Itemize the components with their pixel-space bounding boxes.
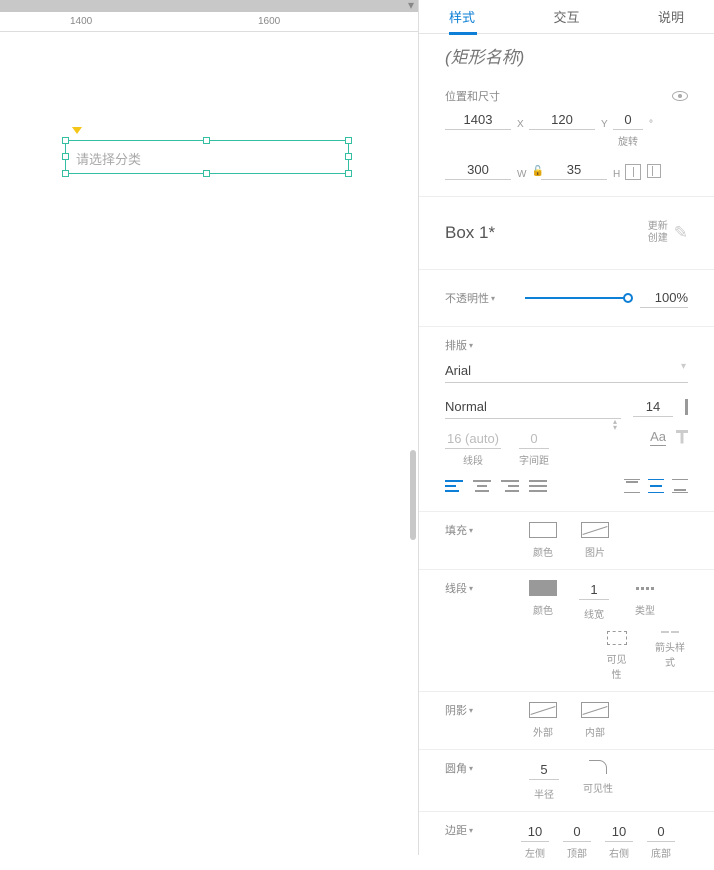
w-input[interactable] bbox=[445, 160, 511, 180]
update-link[interactable]: 更新 bbox=[648, 221, 668, 233]
section-corner: 圆角▾ 半径 可见性 bbox=[419, 750, 714, 812]
opacity-slider[interactable] bbox=[525, 297, 628, 299]
y-input[interactable] bbox=[529, 110, 595, 130]
section-title-position[interactable]: 位置和尺寸 bbox=[419, 88, 714, 104]
h-label: H bbox=[613, 169, 619, 180]
outer-shadow-swatch[interactable] bbox=[529, 702, 557, 718]
resize-handle-ml[interactable] bbox=[62, 153, 69, 160]
inspector-panel: 样式 交互 说明 位置和尺寸 X Y ° 旋转 W H bbox=[418, 0, 714, 855]
edit-icon[interactable]: ✎ bbox=[674, 223, 688, 243]
stepper-icon[interactable]: ▴▾ bbox=[613, 419, 617, 431]
valign-bottom-button[interactable] bbox=[672, 479, 688, 493]
resize-handle-mr[interactable] bbox=[345, 153, 352, 160]
section-box: Box 1* 更新 创建 ✎ bbox=[419, 197, 714, 270]
chevron-down-icon[interactable]: ▾ bbox=[408, 0, 414, 12]
fill-color-swatch[interactable] bbox=[529, 522, 557, 538]
canvas-toolbar: ▾ bbox=[0, 0, 418, 12]
y-label: Y bbox=[601, 119, 607, 130]
ruler-mark: 1600 bbox=[258, 16, 280, 27]
section-border: 线段▾ 颜色 线宽 类型 可见性 箭头样式 bbox=[419, 570, 714, 692]
section-typography: 排版▾ ▾ ▴▾ 线段 字间距 Aa bbox=[419, 327, 714, 512]
rotation-handle[interactable] bbox=[72, 127, 82, 134]
scrollbar-thumb[interactable] bbox=[410, 450, 416, 540]
canvas[interactable]: ▾ 1400 1600 请选择分类 bbox=[0, 0, 418, 855]
panel-tabs: 样式 交互 说明 bbox=[419, 0, 714, 34]
box-name: Box 1* bbox=[445, 223, 495, 243]
flip-v-icon[interactable] bbox=[647, 164, 661, 178]
valign-middle-button[interactable] bbox=[648, 479, 664, 493]
align-right-button[interactable] bbox=[501, 479, 519, 493]
border-visibility-icon[interactable] bbox=[607, 631, 627, 645]
arrow-style-icon[interactable] bbox=[661, 631, 679, 633]
font-size-input[interactable] bbox=[633, 397, 673, 417]
padding-bottom-input[interactable] bbox=[647, 822, 675, 842]
ruler-horizontal: 1400 1600 bbox=[0, 12, 418, 32]
corner-visibility-icon[interactable] bbox=[589, 760, 607, 774]
eye-icon[interactable] bbox=[672, 91, 688, 101]
border-style-icon[interactable] bbox=[631, 580, 659, 596]
section-shadow: 阴影▾ 外部 内部 bbox=[419, 692, 714, 750]
ruler-mark: 1400 bbox=[70, 16, 92, 27]
selected-widget[interactable]: 请选择分类 bbox=[65, 140, 349, 174]
align-left-button[interactable] bbox=[445, 479, 463, 493]
padding-left-input[interactable] bbox=[521, 822, 549, 842]
resize-handle-bl[interactable] bbox=[62, 170, 69, 177]
inner-shadow-swatch[interactable] bbox=[581, 702, 609, 718]
opacity-input[interactable] bbox=[640, 288, 688, 308]
rotation-input[interactable] bbox=[613, 110, 643, 130]
tab-notes[interactable]: 说明 bbox=[606, 0, 708, 34]
section-position: 位置和尺寸 X Y ° 旋转 W H bbox=[419, 78, 714, 197]
section-padding: 边距▾ 左侧 顶部 右侧 底部 bbox=[419, 812, 714, 870]
rotation-label: 旋转 bbox=[613, 133, 643, 148]
line-height-input[interactable] bbox=[445, 429, 501, 449]
valign-top-button[interactable] bbox=[624, 479, 640, 493]
text-case-icon[interactable]: Aa bbox=[650, 429, 666, 444]
padding-top-input[interactable] bbox=[563, 822, 591, 842]
x-label: X bbox=[517, 119, 523, 130]
border-width-input[interactable] bbox=[579, 580, 609, 600]
padding-right-input[interactable] bbox=[605, 822, 633, 842]
font-weight-select[interactable] bbox=[445, 395, 621, 419]
chevron-down-icon[interactable]: ▾ bbox=[681, 361, 686, 372]
flip-h-icon[interactable] bbox=[625, 164, 641, 180]
resize-handle-tl[interactable] bbox=[62, 137, 69, 144]
create-link[interactable]: 创建 bbox=[648, 233, 668, 245]
text-format-icon[interactable] bbox=[676, 430, 688, 444]
section-fill: 填充▾ 颜色 图片 bbox=[419, 512, 714, 570]
slider-thumb[interactable] bbox=[623, 293, 633, 303]
letter-spacing-input[interactable] bbox=[519, 429, 549, 449]
widget-name-input[interactable] bbox=[419, 34, 714, 78]
resize-handle-tm[interactable] bbox=[203, 137, 210, 144]
h-input[interactable] bbox=[541, 160, 607, 180]
resize-handle-tr[interactable] bbox=[345, 137, 352, 144]
w-label: W bbox=[517, 169, 523, 180]
tab-interaction[interactable]: 交互 bbox=[527, 0, 605, 34]
resize-handle-bm[interactable] bbox=[203, 170, 210, 177]
border-color-swatch[interactable] bbox=[529, 580, 557, 596]
align-justify-button[interactable] bbox=[529, 479, 547, 493]
tab-style[interactable]: 样式 bbox=[425, 0, 527, 34]
resize-handle-br[interactable] bbox=[345, 170, 352, 177]
corner-radius-input[interactable] bbox=[529, 760, 559, 780]
section-opacity: 不透明性▾ bbox=[419, 270, 714, 327]
align-center-button[interactable] bbox=[473, 479, 491, 493]
font-family-select[interactable] bbox=[445, 359, 688, 383]
fill-image-swatch[interactable] bbox=[581, 522, 609, 538]
font-color-swatch[interactable] bbox=[685, 399, 688, 415]
x-input[interactable] bbox=[445, 110, 511, 130]
